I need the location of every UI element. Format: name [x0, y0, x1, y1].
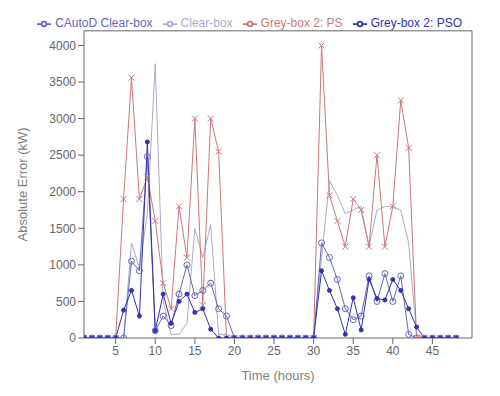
svg-text:30: 30: [307, 344, 321, 358]
svg-text:Absolute Error (kW): Absolute Error (kW): [15, 127, 30, 241]
html-text:Grey-box 2: PS: Grey-box 2: PS: [260, 16, 343, 30]
html-text:CAutoD Clear-box: CAutoD Clear-box: [55, 16, 153, 30]
svg-text:35: 35: [347, 344, 361, 358]
html-text:Grey-box 2: PSO: Grey-box 2: PSO: [370, 16, 462, 30]
svg-text:15: 15: [188, 344, 202, 358]
svg-text:500: 500: [56, 295, 76, 309]
svg-text:Time (hours): Time (hours): [241, 368, 314, 383]
html-text:Clear-box: Clear-box: [180, 16, 233, 30]
svg-text:0: 0: [69, 331, 76, 345]
svg-text:5: 5: [112, 344, 119, 358]
svg-text:45: 45: [426, 344, 440, 358]
svg-text:10: 10: [149, 344, 163, 358]
svg-text:1500: 1500: [49, 222, 76, 236]
svg-text:40: 40: [386, 344, 400, 358]
svg-text:4000: 4000: [49, 39, 76, 53]
svg-text:3000: 3000: [49, 112, 76, 126]
svg-text:25: 25: [267, 344, 281, 358]
svg-text:2500: 2500: [49, 148, 76, 162]
svg-text:20: 20: [228, 344, 242, 358]
svg-text:1000: 1000: [49, 258, 76, 272]
svg-text:3500: 3500: [49, 75, 76, 89]
svg-text:2000: 2000: [49, 185, 76, 199]
